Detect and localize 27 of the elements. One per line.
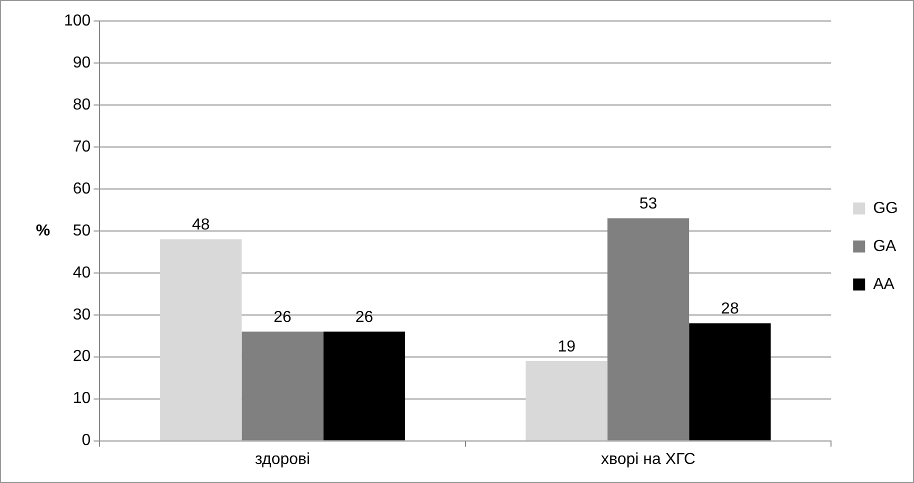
y-tick-label: 70	[72, 138, 91, 156]
legend-label: AA	[873, 276, 895, 293]
y-tick-label: 30	[72, 306, 91, 324]
data-label: 28	[721, 300, 739, 318]
y-tick-label: 0	[82, 432, 91, 450]
bar	[323, 332, 406, 440]
x-tick-label: здорові	[255, 450, 310, 468]
y-tick-label: 50	[72, 222, 91, 240]
bar	[526, 361, 608, 440]
legend-label: GA	[873, 238, 897, 255]
data-label: 48	[192, 216, 210, 234]
y-tick-label: 10	[72, 390, 91, 408]
y-tick-label: 80	[72, 96, 91, 114]
bar	[160, 239, 242, 440]
legend-label: GG	[873, 200, 898, 217]
y-tick-label: 20	[72, 348, 91, 366]
data-label: 26	[355, 309, 374, 326]
y-tick-label: 60	[72, 180, 91, 198]
y-tick-label: 100	[64, 12, 91, 30]
y-axis-title: %	[36, 222, 50, 240]
data-label: 19	[558, 338, 576, 356]
x-tick-label: хворі на ХГС	[601, 450, 696, 468]
data-label: 53	[639, 196, 658, 213]
y-tick-label: 90	[72, 54, 91, 72]
y-tick-label: 40	[72, 264, 91, 282]
bar	[689, 323, 771, 440]
data-label: 26	[274, 309, 292, 326]
